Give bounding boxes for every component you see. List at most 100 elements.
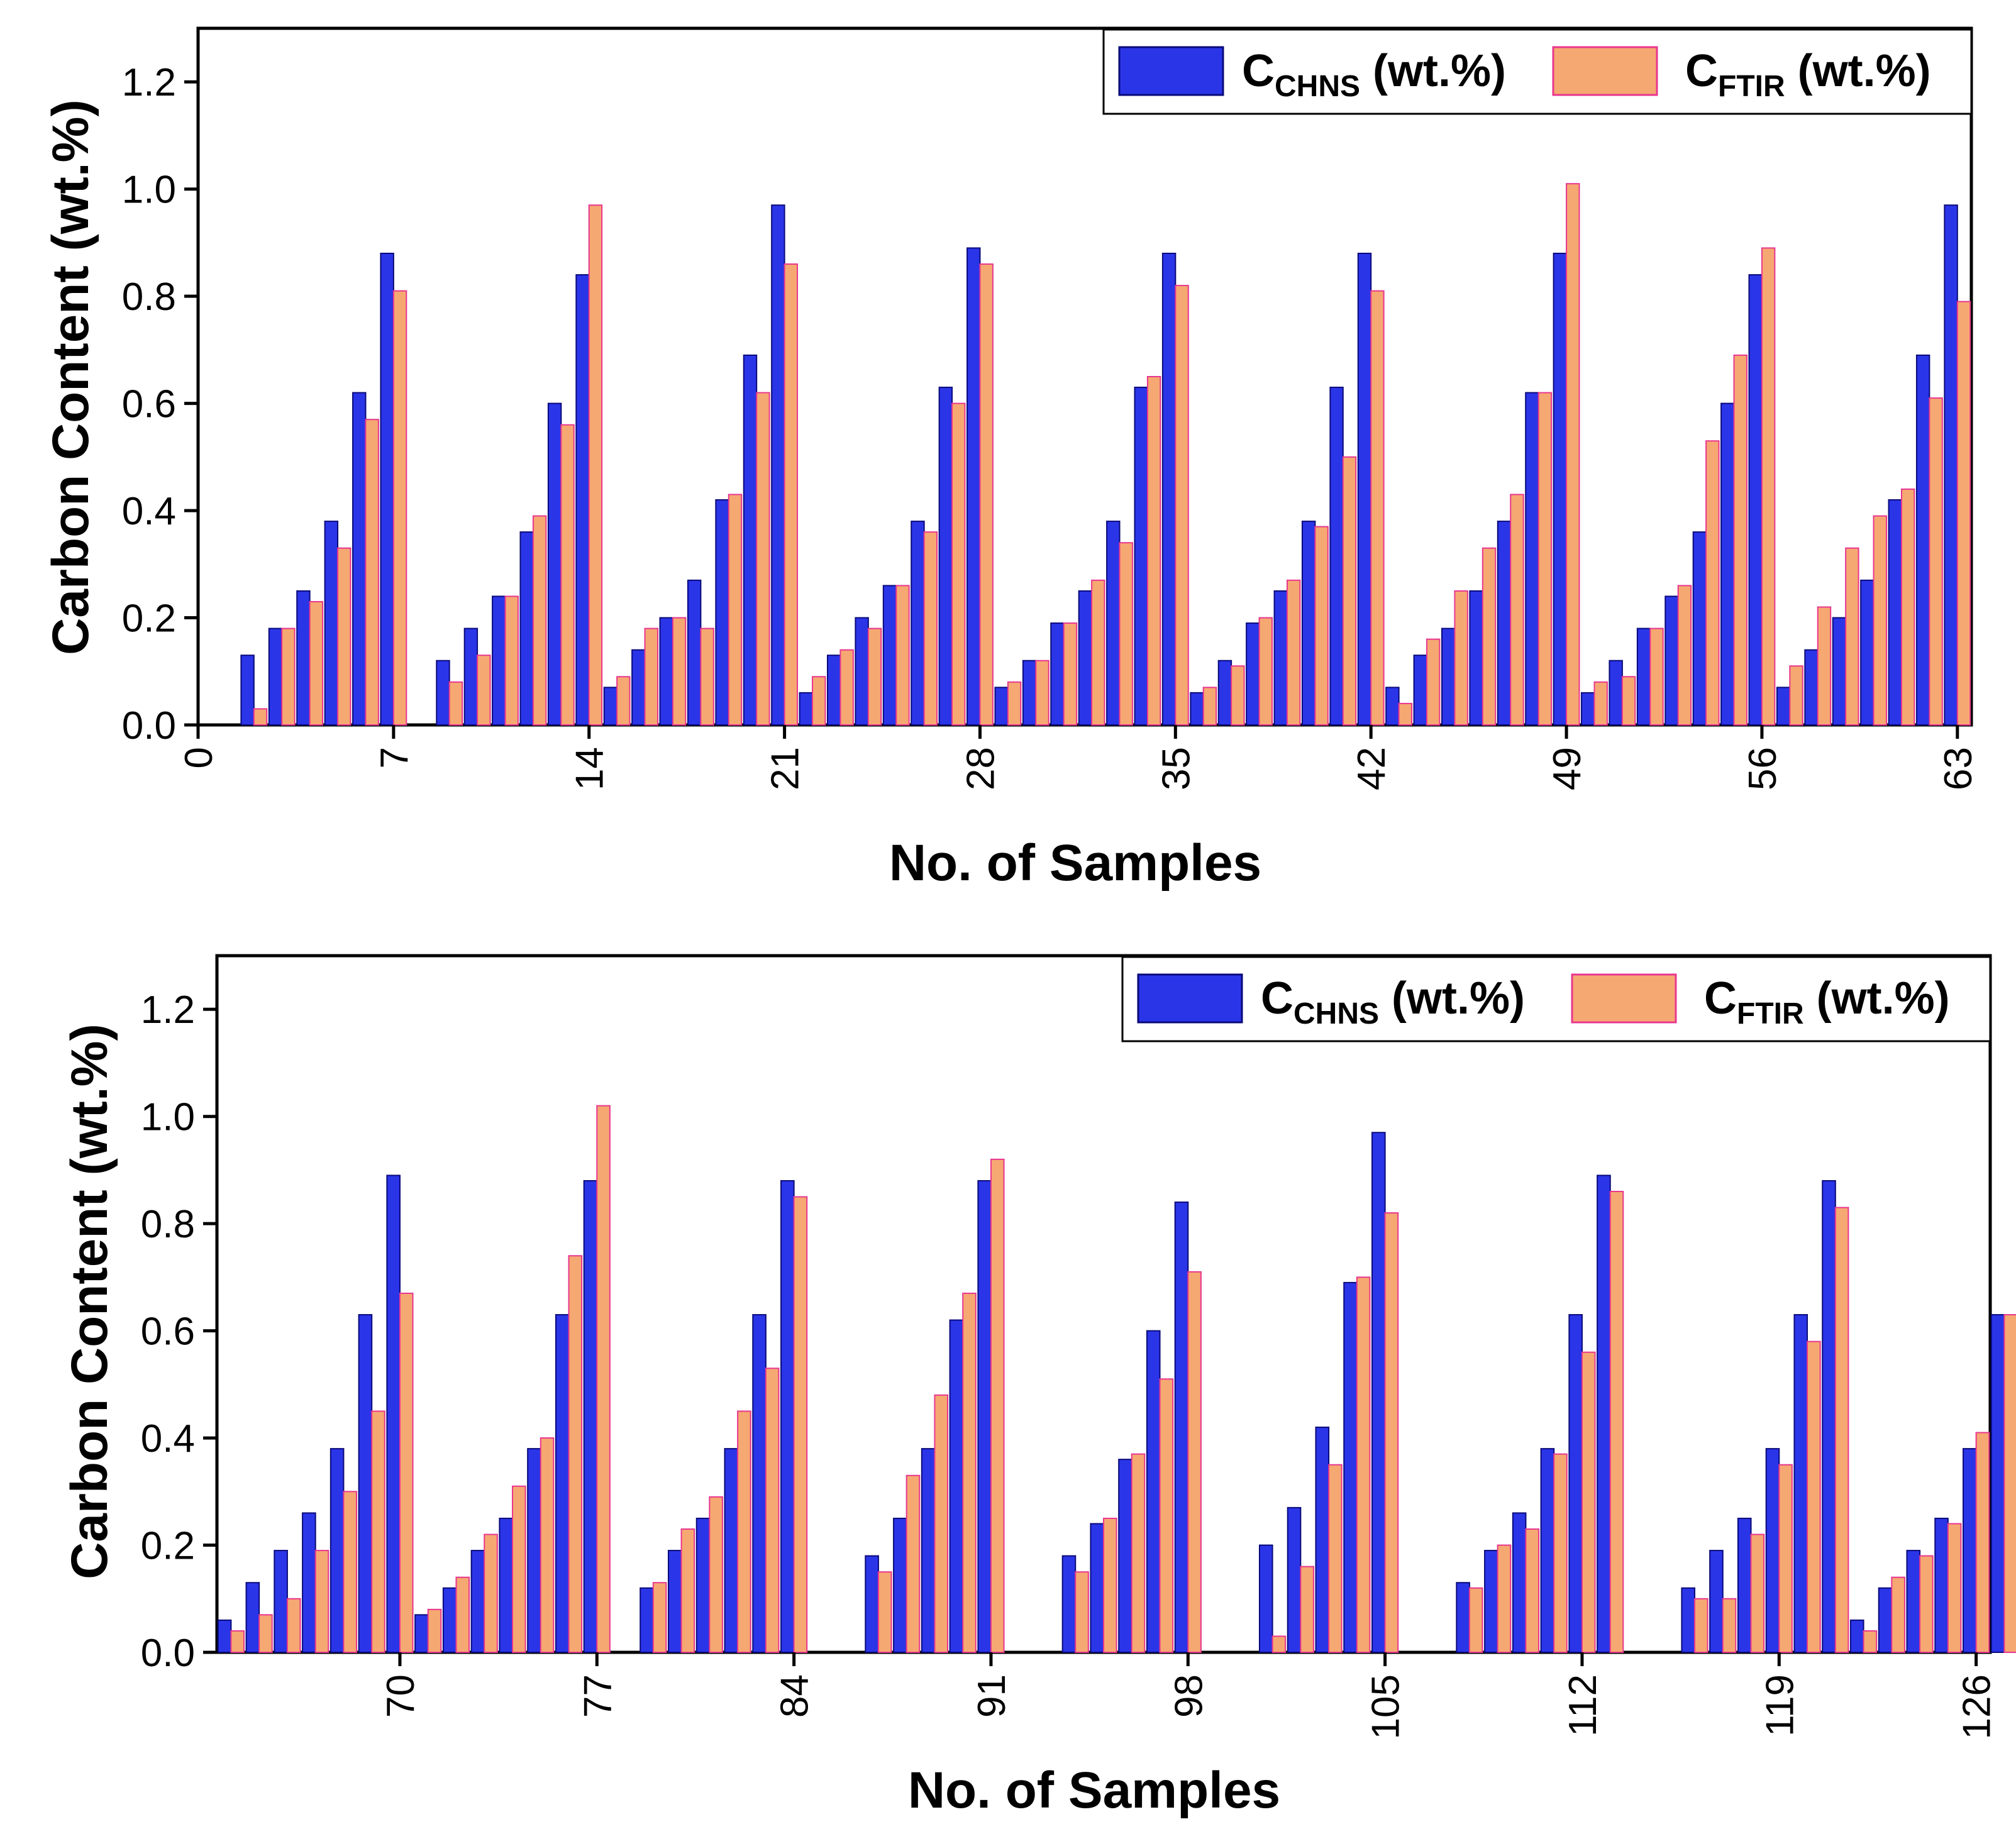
bottom-ftir-bar [455, 1576, 470, 1654]
top-ftir-bar [1063, 622, 1078, 726]
bottom-chns-bar [470, 1550, 485, 1653]
top-chns-bar [631, 649, 646, 726]
top-chns-bar [575, 274, 590, 726]
top-ftir-bar [1007, 681, 1022, 726]
bottom-chns-bar [1568, 1314, 1583, 1653]
x-tick-label: 7 [373, 747, 416, 768]
top-chns-bar [1329, 387, 1344, 726]
x-tick-label: 84 [773, 1674, 817, 1718]
bottom-ftir-bar [258, 1614, 273, 1653]
top-ftir-bar [309, 600, 324, 726]
bottom-chns-bar [724, 1448, 739, 1653]
top-ftir-bar [1649, 627, 1664, 726]
bottom-chns-bar [442, 1587, 457, 1654]
top-ftir-bar [588, 204, 603, 726]
top-chns-bar [966, 247, 981, 726]
bottom-ftir-bar [314, 1550, 330, 1653]
bottom-chns-bar [358, 1314, 373, 1653]
bottom-ftir-bar [1187, 1271, 1202, 1654]
bottom-chns-bar [1737, 1517, 1752, 1654]
bottom-chns-bar [1090, 1523, 1105, 1653]
bottom-chns-bar [1597, 1174, 1611, 1653]
top-ftir-bar [1454, 590, 1468, 726]
top-ftir-bar [1705, 440, 1720, 726]
bottom-chns-bar [1765, 1448, 1780, 1653]
top-chns-bar [1022, 660, 1037, 726]
top-chns-bar [1776, 687, 1791, 726]
top-ftir-bar [1202, 687, 1217, 726]
x-tick-label: 35 [1155, 747, 1198, 790]
top-chns-bar [911, 521, 925, 726]
top-ftir-bar [1510, 494, 1524, 726]
top-ftir-bar [756, 392, 770, 726]
top-chns-bar [324, 521, 339, 726]
top-ftir-bar [365, 419, 379, 726]
y-tick-label: 0.6 [122, 383, 176, 426]
top-ftir-bar [839, 649, 854, 726]
top-chns-bar [380, 252, 394, 726]
bottom-chns-bar [865, 1555, 879, 1654]
x-tick-label: 77 [576, 1674, 619, 1718]
bottom-chns-bar [386, 1174, 401, 1653]
top-ftir-bar [1286, 579, 1301, 726]
top-ftir-bar [1761, 247, 1776, 726]
bottom-chns-bar [1371, 1132, 1386, 1654]
bottom-ftir-bar [1891, 1576, 1905, 1654]
top-legend-swatch-ftir [1552, 46, 1658, 96]
x-tick-label: 112 [1561, 1674, 1605, 1737]
top-ftir-bar [1146, 376, 1161, 726]
top-chns-bar [1692, 531, 1707, 726]
x-tick-label: 21 [764, 747, 807, 790]
top-chns-bar [1385, 687, 1400, 726]
bottom-ftir-bar [1807, 1340, 1821, 1654]
bottom-chns-bar [245, 1582, 260, 1653]
bottom-chns-bar [1174, 1202, 1189, 1653]
x-tick-label: 56 [1741, 747, 1785, 790]
bottom-legend-label-chns: CCHNS (wt.%) [1261, 973, 1525, 1031]
top-chns-bar [799, 692, 814, 726]
bottom-ftir-bar [1131, 1453, 1146, 1654]
bottom-ftir-bar [1834, 1207, 1849, 1653]
y-tick-label: 0.6 [141, 1310, 195, 1354]
bottom-ftir-bar [709, 1496, 723, 1654]
top-ftir-bar [281, 627, 296, 726]
bottom-ftir-bar [906, 1474, 921, 1654]
top-chns-bar [268, 627, 283, 726]
top-ftir-bar [1482, 547, 1497, 726]
top-ftir-bar [867, 627, 882, 726]
bottom-y-axis: 0.0 0.2 0.4 0.6 0.8 1.0 1.2 [141, 988, 217, 1675]
bottom-chns-bar [1990, 1314, 2005, 1653]
top-chns-bar [1413, 655, 1428, 726]
x-tick-label: 98 [1167, 1674, 1210, 1718]
bottom-chns-bar [780, 1180, 795, 1653]
top-ftir-bar [1817, 606, 1832, 726]
top-ftir-bar [504, 595, 519, 726]
y-tick-label: 0.0 [141, 1632, 195, 1675]
bottom-chns-bar [527, 1448, 541, 1653]
bottom-x-axis: 70 77 84 91 98 105 112 119 126 [379, 1652, 1999, 1739]
top-chns-bar [1636, 627, 1651, 726]
bottom-chns-bar [414, 1614, 429, 1653]
bottom-ftir-bar [652, 1582, 667, 1653]
bottom-chns-bar [752, 1314, 767, 1653]
top-ftir-bar [1929, 397, 1943, 726]
bottom-chns-bar [274, 1550, 288, 1653]
top-chns-bar [1441, 627, 1456, 726]
bottom-ftir-bars [230, 1105, 2016, 1654]
bottom-ftir-bar [1919, 1555, 1934, 1654]
top-legend-swatch-chns [1118, 46, 1224, 96]
top-ftir-bar [253, 708, 268, 726]
top-y-axis-title: Carbon Content (wt.%) [42, 99, 99, 655]
top-chart: 0.0 0.2 0.4 0.6 0.8 1.0 1.2 0 7 14 21 28 35 42 49 56 63… [42, 26, 1980, 892]
bottom-chns-bar [1287, 1506, 1302, 1654]
top-ftir-bar [644, 627, 658, 726]
bottom-ftir-bar [1609, 1191, 1624, 1653]
top-chns-bar [1106, 521, 1121, 726]
bottom-x-axis-title: No. of Samples [908, 1762, 1280, 1819]
top-ftir-bar [1258, 617, 1273, 726]
top-ftir-bar [1789, 665, 1803, 726]
top-chns-bar [436, 660, 450, 726]
top-ftir-bar [895, 585, 910, 726]
bottom-chns-bar [1061, 1555, 1077, 1654]
